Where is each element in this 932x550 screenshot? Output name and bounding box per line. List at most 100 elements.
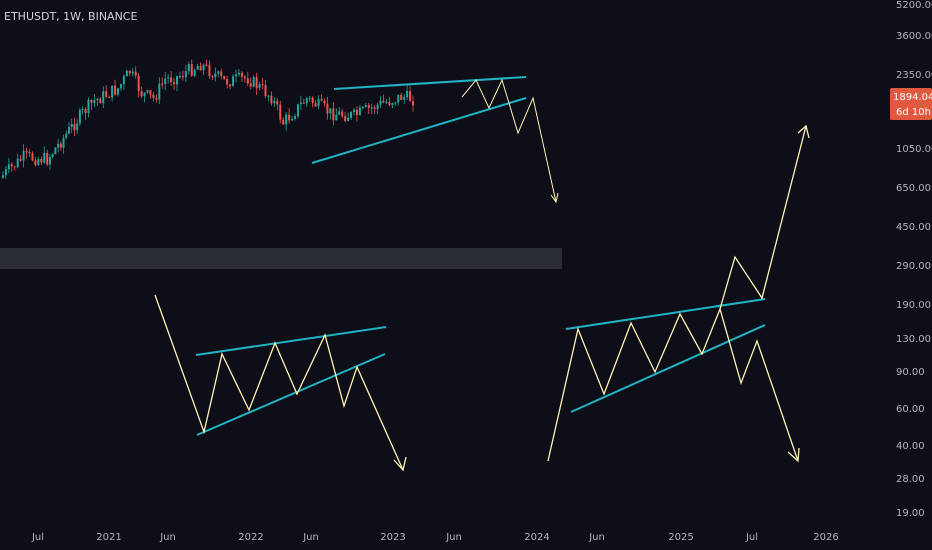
candle-body [161, 83, 164, 85]
time-axis-tick: Jun [588, 532, 605, 543]
candle-body [353, 109, 355, 113]
price-axis-tick: 40.00 [896, 441, 925, 452]
projection-path-top[interactable] [461, 78, 559, 204]
example-right-lower-line[interactable] [570, 324, 766, 413]
candle-body [385, 101, 388, 103]
candle-body [125, 70, 128, 77]
candle-body [190, 64, 193, 76]
price-axis-tick: 5200.00 [896, 0, 932, 11]
candle-body [367, 105, 370, 108]
price-badge-countdown: 6d 10h [896, 107, 931, 118]
current-price-badge: 1894.04 6d 10h [890, 88, 932, 120]
example-left-lower-line[interactable] [196, 353, 386, 436]
price-axis-tick: 60.00 [896, 404, 925, 415]
time-axis-tick: 2024 [524, 532, 549, 543]
candle-body [96, 98, 99, 101]
candle-body [282, 119, 285, 125]
candle-body [361, 106, 364, 108]
candle-body [249, 83, 252, 87]
candle-body [184, 71, 187, 78]
candle-body [294, 116, 296, 119]
candle-body [237, 72, 240, 75]
candle-body [111, 85, 114, 98]
candle-body [119, 84, 122, 89]
candle-body [264, 84, 267, 97]
candle-body [178, 76, 181, 78]
candle-body [167, 77, 170, 79]
example-right-upper-line[interactable] [565, 298, 766, 330]
time-axis[interactable]: Jul 2021 Jun 2022 Jun 2023 Jun 2024 Jun 2025 Jul 20… [31, 532, 839, 543]
candle-body [59, 143, 62, 148]
candle-body [358, 107, 361, 116]
candle-body [279, 104, 282, 120]
candle-body [78, 109, 81, 124]
candle-body [105, 91, 108, 97]
candle-body [73, 123, 76, 131]
example-left-arrowhead [393, 456, 407, 472]
price-axis-tick: 450.00 [896, 222, 931, 233]
wedge-lower-line[interactable] [311, 97, 527, 164]
candle-body [400, 94, 403, 100]
support-zone[interactable] [0, 248, 562, 269]
candle-body [376, 104, 379, 109]
candle-body [291, 118, 294, 121]
candle-body [28, 152, 31, 154]
candle-body [382, 100, 385, 103]
candle-body [243, 76, 246, 79]
candle-body [202, 64, 205, 71]
candle-body [19, 158, 22, 161]
example-wedge-left[interactable] [154, 294, 407, 472]
candle-body [16, 158, 19, 168]
candle-body [388, 101, 391, 105]
candle-body [208, 64, 211, 77]
example-right-projection-up[interactable] [719, 125, 807, 310]
time-axis-tick: 2025 [668, 532, 693, 543]
candle-body [152, 94, 155, 98]
candle-body [149, 90, 152, 95]
candle-body [102, 91, 105, 104]
wedge-trendlines-top[interactable] [311, 76, 527, 164]
candle-body [87, 99, 90, 114]
candle-body [311, 97, 314, 104]
candle-body [164, 78, 167, 85]
candle-body [299, 102, 302, 105]
candle-body [217, 71, 220, 74]
candle-body [170, 77, 173, 83]
candle-body [122, 76, 125, 85]
candle-body [81, 108, 84, 110]
price-axis-tick: 2350.00 [896, 70, 932, 81]
candle-body [155, 97, 158, 100]
time-axis-tick: Jul [745, 532, 758, 543]
candle-body [158, 83, 161, 100]
wedge-upper-line[interactable] [333, 76, 527, 90]
example-left-projection[interactable] [154, 294, 404, 471]
candle-body [270, 95, 273, 104]
candle-body [143, 92, 146, 97]
price-axis[interactable]: 5200.00 3600.00 2350.00 1050.00 650.00 450.00… [896, 0, 932, 519]
candle-body [128, 70, 131, 74]
candle-body [199, 65, 202, 71]
candle-body [355, 109, 358, 116]
price-axis-tick: 130.00 [896, 334, 931, 345]
candle-body [62, 137, 65, 148]
time-axis-tick: 2021 [96, 532, 121, 543]
candle-body [323, 100, 326, 104]
symbol-label: ETHUSDT, 1W, BINANCE [4, 10, 137, 23]
candle-body [176, 76, 178, 85]
candle-body [246, 78, 249, 84]
candle-body [7, 164, 10, 170]
candle-body [406, 91, 409, 98]
candle-body [48, 156, 51, 165]
example-left-upper-line[interactable] [195, 326, 387, 356]
price-axis-tick: 3600.00 [896, 31, 932, 42]
candle-body [412, 101, 414, 106]
example-right-projection-down[interactable] [547, 306, 799, 462]
candle-body [181, 76, 184, 78]
price-axis-tick: 90.00 [896, 367, 925, 378]
candle-body [131, 71, 134, 74]
price-axis-tick: 28.00 [896, 474, 925, 485]
example-wedge-right[interactable] [547, 124, 810, 463]
candle-body [220, 71, 223, 76]
candle-body [140, 91, 143, 97]
